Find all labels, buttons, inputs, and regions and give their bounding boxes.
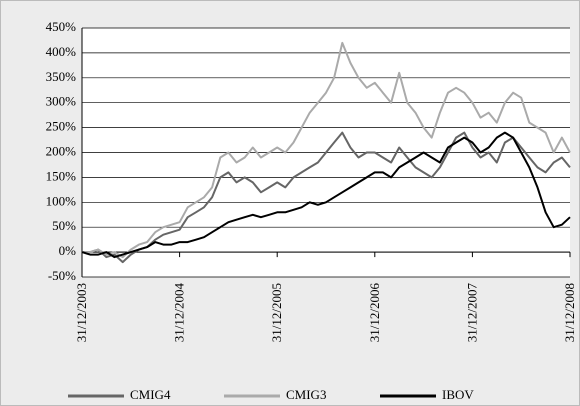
series-line — [82, 41, 571, 259]
x-tick-label: 31/12/2005 — [269, 283, 284, 342]
y-tick-label: 350% — [46, 69, 77, 84]
legend-label: IBOV — [442, 387, 474, 402]
y-tick-label: 400% — [46, 44, 77, 59]
x-tick-label: 31/12/2007 — [464, 283, 479, 343]
series-line — [81, 131, 571, 259]
y-tick-label: 50% — [52, 218, 76, 233]
x-tick-label: 31/12/2004 — [172, 283, 187, 343]
x-tick-label: 31/12/2003 — [74, 283, 89, 342]
y-tick-label: 450% — [46, 19, 77, 34]
series-line — [82, 131, 571, 264]
y-tick-label: 300% — [46, 94, 77, 109]
y-tick-label: 150% — [46, 168, 77, 183]
x-tick-label: 31/12/2006 — [367, 283, 382, 343]
y-tick-label: 100% — [46, 193, 77, 208]
y-tick-label: -50% — [48, 268, 76, 283]
y-tick-label: 0% — [59, 243, 77, 258]
legend-label: CMIG3 — [286, 387, 326, 402]
y-tick-label: 200% — [46, 143, 77, 158]
y-tick-label: 250% — [46, 119, 77, 134]
x-tick-label: 31/12/2008 — [562, 283, 577, 342]
legend-label: CMIG4 — [130, 387, 171, 402]
